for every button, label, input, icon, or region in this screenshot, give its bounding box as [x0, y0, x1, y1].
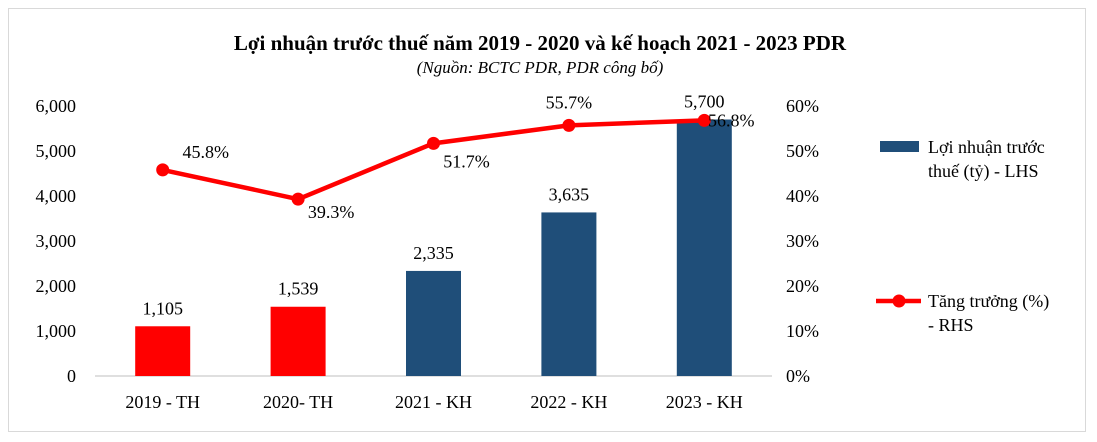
- left-axis-tick-label: 6,000: [36, 96, 77, 116]
- legend-bar-swatch: [880, 141, 919, 152]
- legend-line-marker: [892, 294, 906, 308]
- bar-value-label: 3,635: [549, 184, 590, 204]
- line-point: [697, 113, 711, 127]
- right-axis: 0% 10% 20% 30% 40% 50% 60%: [786, 96, 819, 386]
- chart-title: Lợi nhuận trước thuế năm 2019 - 2020 và …: [234, 31, 847, 55]
- bar: [135, 326, 191, 376]
- left-axis-tick-label: 0: [67, 366, 76, 386]
- right-axis-tick-label: 60%: [786, 96, 819, 116]
- left-axis-tick-label: 5,000: [36, 141, 77, 161]
- line-series: [156, 113, 711, 206]
- bar: [406, 270, 461, 376]
- legend-label: Tăng trưởng (%): [928, 291, 1049, 312]
- legend-label: Lợi nhuận trước: [928, 137, 1045, 157]
- right-axis-tick-label: 50%: [786, 141, 819, 161]
- bar: [541, 212, 597, 376]
- legend-label: thuế (tỷ) - LHS: [928, 161, 1038, 182]
- legend-label: - RHS: [928, 315, 974, 335]
- right-axis-tick-label: 30%: [786, 231, 819, 251]
- left-axis-tick-label: 1,000: [36, 321, 77, 341]
- left-axis-tick-label: 4,000: [36, 186, 77, 206]
- x-axis-label: 2022 - KH: [530, 392, 607, 412]
- x-axis-labels: 2019 - TH 2020- TH 2021 - KH 2022 - KH 2023 …: [125, 392, 742, 412]
- line-point: [156, 163, 170, 177]
- bar-value-labels: 1,105 1,539 2,335 3,635 5,700: [142, 92, 724, 319]
- line-point: [291, 192, 305, 206]
- left-axis-tick-label: 3,000: [36, 231, 77, 251]
- x-axis-label: 2021 - KH: [395, 392, 472, 412]
- line-point: [562, 118, 576, 132]
- bar-series: [135, 119, 732, 376]
- chart-subtitle: (Nguồn: BCTC PDR, PDR công bố): [417, 58, 664, 77]
- right-axis-tick-label: 10%: [786, 321, 819, 341]
- bar-value-label: 5,700: [684, 92, 725, 112]
- x-axis-label: 2023 - KH: [666, 392, 743, 412]
- line-series-path: [162, 118, 705, 202]
- bar-value-label: 1,105: [142, 298, 183, 318]
- x-axis-label: 2019 - TH: [125, 392, 200, 412]
- line-value-label: 56.8%: [708, 110, 755, 130]
- line-value-labels: 45.8% 39.3% 51.7% 55.7% 56.8%: [182, 92, 754, 222]
- line-point: [427, 136, 440, 150]
- line-value-label: 45.8%: [182, 142, 229, 162]
- left-axis-tick-label: 2,000: [36, 276, 77, 296]
- left-axis: 0 1,000 2,000 3,000 4,000 5,000 6,000: [36, 96, 77, 386]
- bar-value-label: 2,335: [413, 243, 454, 263]
- line-value-label: 55.7%: [546, 92, 593, 112]
- line-value-label: 39.3%: [308, 202, 355, 222]
- right-axis-tick-label: 0%: [786, 366, 810, 386]
- bar: [676, 119, 732, 376]
- legend: Lợi nhuận trước thuế (tỷ) - LHS Tăng trưởn…: [876, 137, 1049, 335]
- bar: [270, 306, 326, 376]
- right-axis-tick-label: 40%: [786, 186, 819, 206]
- right-axis-tick-label: 20%: [786, 276, 819, 296]
- x-axis-label: 2020- TH: [263, 392, 333, 412]
- bar-value-label: 1,539: [278, 279, 319, 299]
- line-value-label: 51.7%: [443, 151, 490, 171]
